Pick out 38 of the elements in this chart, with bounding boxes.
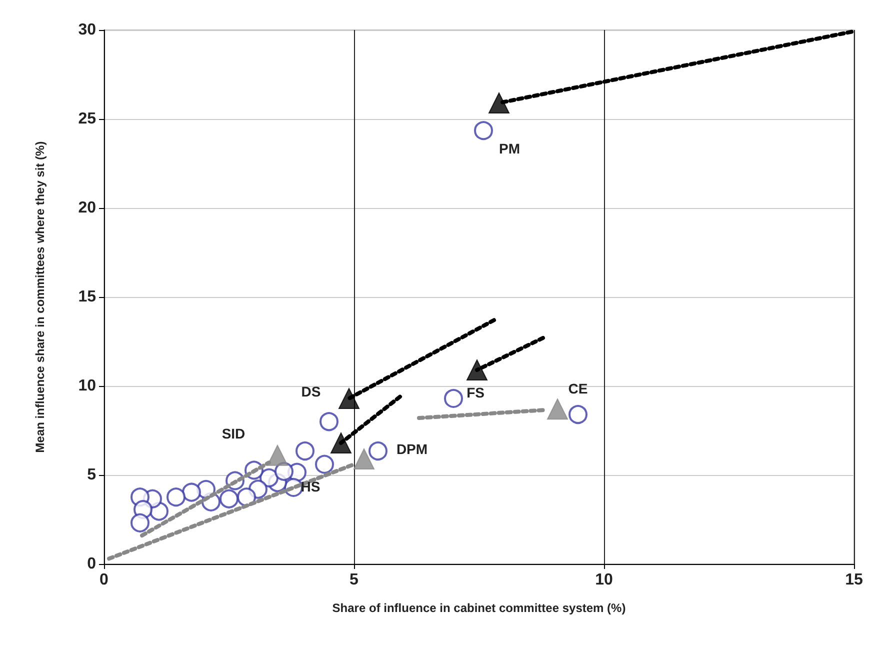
y-tick-label: 20 — [78, 200, 96, 216]
point — [166, 488, 186, 507]
point — [354, 448, 374, 470]
point — [315, 454, 334, 474]
point — [220, 489, 238, 508]
point — [182, 482, 201, 502]
point — [296, 441, 314, 460]
annotation: DPM — [396, 440, 428, 457]
y-tick-label: 5 — [87, 466, 96, 484]
y-tick-label: 10 — [78, 378, 96, 394]
y-tick-label: 15 — [78, 288, 96, 306]
point — [130, 513, 150, 532]
point — [338, 388, 360, 409]
y-tick-label: 25 — [78, 110, 96, 128]
y-axis-title: Mean influence share in committees where they sit (%) — [33, 141, 47, 453]
annotation: HS — [300, 478, 320, 494]
point — [547, 398, 568, 420]
point — [444, 388, 463, 408]
x-tick-label: 5 — [350, 572, 359, 588]
x-tick-label: 15 — [845, 572, 863, 588]
annotation: SID — [222, 425, 246, 442]
point — [267, 444, 288, 466]
annotation: FS — [466, 384, 484, 400]
y-tick-label: 30 — [78, 22, 96, 38]
point — [330, 432, 352, 454]
annotation: PM — [499, 140, 520, 157]
annotation: DS — [301, 384, 321, 400]
point — [474, 121, 493, 140]
y-tick-label: 0 — [87, 556, 96, 572]
x-tick-label: 10 — [595, 572, 613, 588]
x-axis-title: Share of influence in cabinet committee system (%) — [332, 601, 626, 615]
point — [466, 359, 488, 380]
annotation: CE — [568, 380, 588, 396]
point — [488, 92, 510, 114]
x-tick-label: 0 — [100, 572, 109, 588]
point — [368, 441, 388, 460]
point — [568, 404, 588, 424]
point — [320, 412, 338, 432]
